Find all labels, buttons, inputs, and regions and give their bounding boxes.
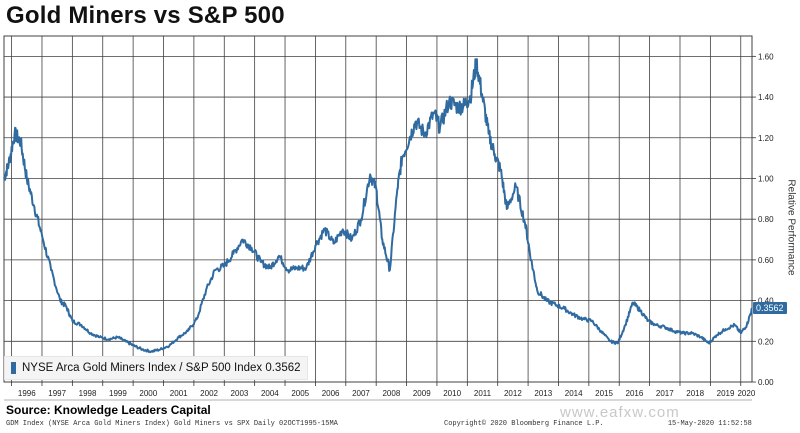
x-tick-label: 2005 bbox=[291, 389, 309, 398]
x-tick-label: 2012 bbox=[504, 389, 522, 398]
legend: NYSE Arca Gold Miners Index / S&P 500 In… bbox=[4, 356, 308, 380]
x-tick-label: 2017 bbox=[656, 389, 674, 398]
x-tick-label: 2018 bbox=[686, 389, 704, 398]
x-tick-label: 1997 bbox=[48, 389, 66, 398]
chart-title: Gold Miners vs S&P 500 bbox=[6, 2, 285, 29]
y-tick-label: 1.40 bbox=[758, 93, 774, 102]
y-tick-label: 0.80 bbox=[758, 215, 774, 224]
source-label: Source: Knowledge Leaders Capital bbox=[6, 403, 211, 417]
x-tick-label: 2010 bbox=[443, 389, 461, 398]
x-tick-label: 2016 bbox=[626, 389, 644, 398]
x-tick-label: 2020 bbox=[737, 389, 755, 398]
x-axis: 1996 1997 1998 1999 2000 2001 2002 2003 2004 2005… bbox=[4, 382, 756, 401]
x-tick-label: 2000 bbox=[139, 389, 157, 398]
legend-label: NYSE Arca Gold Miners Index / S&P 500 In… bbox=[22, 362, 301, 374]
y-tick-label: 0.60 bbox=[758, 256, 774, 265]
x-tick-label: 1999 bbox=[109, 389, 127, 398]
x-tick-label: 2011 bbox=[474, 389, 492, 398]
watermark: www.eafxw.com bbox=[560, 404, 680, 421]
y-axis: 0.00 0.20 0.40 0.60 0.80 1.00 1.20 1.40 1.60 bbox=[752, 52, 774, 387]
x-tick-label: 1998 bbox=[79, 389, 97, 398]
x-tick-label: 2007 bbox=[352, 389, 370, 398]
legend-swatch bbox=[11, 362, 16, 374]
grid bbox=[3, 35, 753, 383]
footer-copyright: Copyright© 2020 Bloomberg Finance L.P. 1… bbox=[444, 420, 752, 428]
footer-copyright-text: Copyright© 2020 Bloomberg Finance L.P. bbox=[444, 420, 604, 428]
x-tick-label: 2015 bbox=[595, 389, 613, 398]
series bbox=[3, 58, 753, 354]
x-tick-label: 2008 bbox=[382, 389, 400, 398]
y-tick-label: 1.00 bbox=[758, 174, 774, 183]
x-tick-label: 2002 bbox=[200, 389, 218, 398]
y-axis-title: Relative Performance bbox=[785, 179, 797, 276]
y-tick-label: 1.60 bbox=[758, 52, 774, 61]
x-tick-label: 2019 bbox=[717, 389, 735, 398]
footer-date: 15-May-2020 11:52:58 bbox=[667, 420, 752, 428]
x-tick-label: 2013 bbox=[534, 389, 552, 398]
x-tick-label: 2009 bbox=[413, 389, 431, 398]
x-tick-label: 2006 bbox=[322, 389, 340, 398]
x-tick-label: 2001 bbox=[170, 389, 188, 398]
series-line bbox=[3, 58, 753, 354]
footer-description: GDM Index (NYSE Arca Gold Miners Index) … bbox=[6, 420, 338, 428]
y-tick-label: 0.40 bbox=[758, 297, 774, 306]
y-tick-label: 1.20 bbox=[758, 134, 774, 143]
y-tick-label: 0.20 bbox=[758, 337, 774, 346]
x-tick-label: 1996 bbox=[18, 389, 36, 398]
x-tick-label: 2004 bbox=[261, 389, 279, 398]
last-value-badge: 0.3562 bbox=[753, 302, 787, 314]
x-tick-label: 2014 bbox=[565, 389, 583, 398]
x-tick-label: 2003 bbox=[231, 389, 249, 398]
y-tick-label: 0.00 bbox=[758, 378, 774, 387]
